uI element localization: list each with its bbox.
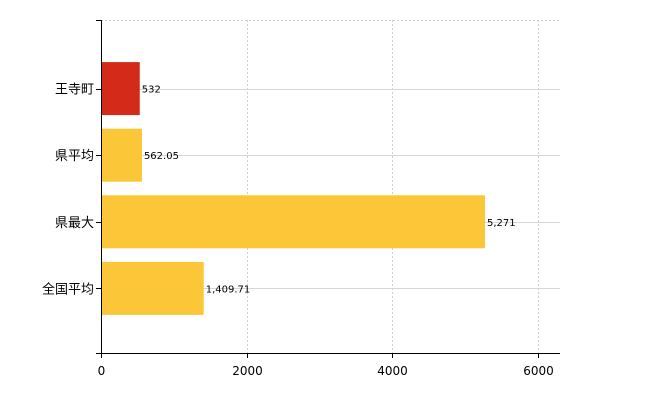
x-tick-label-2: 4000: [377, 364, 408, 378]
y-tick-label-1: 県平均: [55, 149, 94, 164]
labels-layer: 532 王寺町 562.05 県平均 5,271 県最大 1,409.71 全国平均 0 2000…: [42, 83, 554, 378]
x-tick-label-1: 2000: [232, 364, 263, 378]
data-label-2: 5,271: [487, 218, 516, 229]
bar-0: [102, 62, 140, 116]
x-tick-label-3: 6000: [523, 364, 554, 378]
bar-2: [102, 195, 486, 249]
data-label-0: 532: [142, 85, 161, 96]
x-tick-label-0: 0: [98, 364, 106, 378]
y-tick-label-0: 王寺町: [55, 83, 94, 98]
bar-3: [102, 261, 204, 315]
axis-layer: [96, 20, 560, 358]
y-tick-label-3: 全国平均: [42, 281, 94, 297]
bar-1: [102, 128, 142, 182]
data-label-3: 1,409.71: [206, 284, 251, 295]
data-label-1: 562.05: [144, 151, 179, 162]
y-tick-label-2: 県最大: [55, 216, 94, 231]
bars-layer: [102, 62, 486, 315]
